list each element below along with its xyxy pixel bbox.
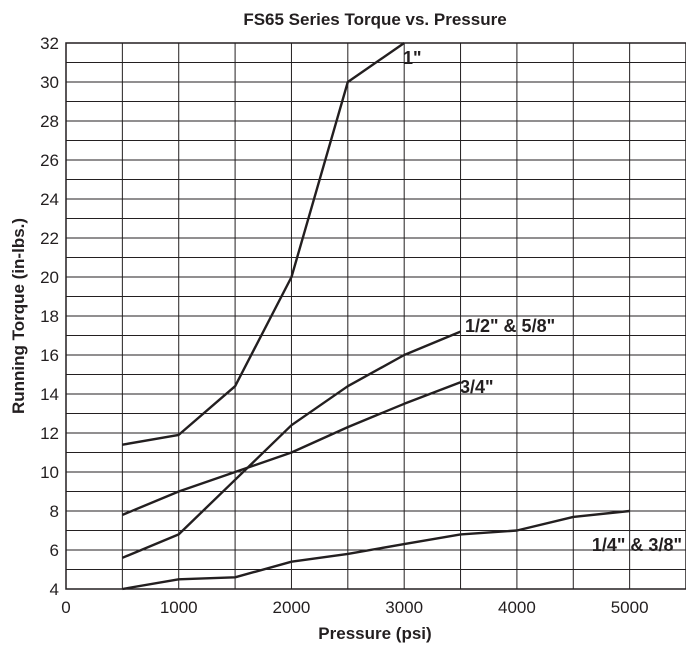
series-label-3: 1/4" & 3/8" <box>592 535 682 555</box>
plot-frame <box>65 42 686 590</box>
y-tick-label: 6 <box>50 541 59 560</box>
y-tick-label: 14 <box>40 385 59 404</box>
x-tick-label: 0 <box>61 598 70 617</box>
y-tick-label: 8 <box>50 502 59 521</box>
x-axis-title: Pressure (psi) <box>318 624 431 643</box>
x-tick-labels: 0 1000 2000 3000 4000 5000 <box>61 598 648 617</box>
y-axis-title: Running Torque (in-lbs.) <box>9 218 28 414</box>
grid <box>66 43 686 589</box>
series-line-3 <box>122 509 630 591</box>
y-tick-label: 4 <box>50 580 59 599</box>
y-tick-label: 10 <box>40 463 59 482</box>
y-tick-label: 30 <box>40 73 59 92</box>
y-tick-label: 22 <box>40 229 59 248</box>
y-tick-label: 12 <box>40 424 59 443</box>
series-label-1: 3/4" <box>460 377 494 397</box>
x-tick-label: 1000 <box>160 598 198 617</box>
x-tick-label: 4000 <box>498 598 536 617</box>
x-tick-label: 5000 <box>611 598 649 617</box>
series-labels: 1" 3/4" 1/2" & 5/8" 1/4" & 3/8" <box>403 48 682 555</box>
y-tick-label: 24 <box>40 190 59 209</box>
chart-title: FS65 Series Torque vs. Pressure <box>243 10 506 29</box>
series-line-1 <box>121 381 461 517</box>
y-tick-label: 26 <box>40 151 59 170</box>
y-tick-label: 28 <box>40 112 59 131</box>
series-lines <box>121 42 630 591</box>
series-line-2 <box>121 330 461 559</box>
y-tick-label: 18 <box>40 307 59 326</box>
series-line-0 <box>122 42 405 446</box>
series-label-0: 1" <box>403 48 422 68</box>
y-tick-label: 32 <box>40 34 59 53</box>
y-tick-label: 16 <box>40 346 59 365</box>
x-tick-label: 2000 <box>273 598 311 617</box>
series-label-2: 1/2" & 5/8" <box>465 316 555 336</box>
y-tick-label: 20 <box>40 268 59 287</box>
x-tick-label: 3000 <box>385 598 423 617</box>
y-tick-labels: 4 6 8 10 12 14 16 18 20 22 24 26 28 30 32 <box>40 34 59 599</box>
